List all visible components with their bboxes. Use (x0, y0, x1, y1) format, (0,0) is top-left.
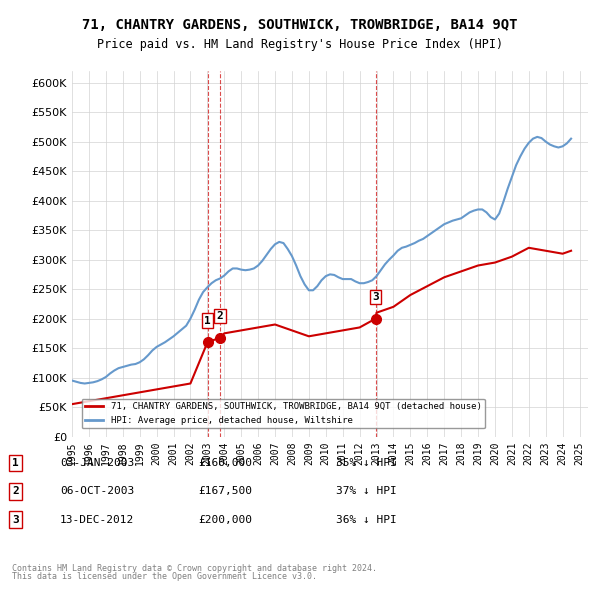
Text: 36% ↓ HPI: 36% ↓ HPI (336, 515, 397, 525)
Text: 13-DEC-2012: 13-DEC-2012 (60, 515, 134, 525)
Text: This data is licensed under the Open Government Licence v3.0.: This data is licensed under the Open Gov… (12, 572, 317, 581)
Text: 1: 1 (12, 458, 19, 468)
Text: 06-OCT-2003: 06-OCT-2003 (60, 487, 134, 496)
Text: 37% ↓ HPI: 37% ↓ HPI (336, 487, 397, 496)
Text: 1: 1 (204, 316, 211, 326)
Text: 3: 3 (373, 292, 379, 302)
Text: 03-JAN-2003: 03-JAN-2003 (60, 458, 134, 468)
Text: Contains HM Land Registry data © Crown copyright and database right 2024.: Contains HM Land Registry data © Crown c… (12, 563, 377, 572)
Text: 71, CHANTRY GARDENS, SOUTHWICK, TROWBRIDGE, BA14 9QT: 71, CHANTRY GARDENS, SOUTHWICK, TROWBRID… (82, 18, 518, 32)
Text: 35% ↓ HPI: 35% ↓ HPI (336, 458, 397, 468)
Text: 2: 2 (217, 312, 223, 321)
Text: Price paid vs. HM Land Registry's House Price Index (HPI): Price paid vs. HM Land Registry's House … (97, 38, 503, 51)
Text: 3: 3 (12, 515, 19, 525)
Legend: 71, CHANTRY GARDENS, SOUTHWICK, TROWBRIDGE, BA14 9QT (detached house), HPI: Aver: 71, CHANTRY GARDENS, SOUTHWICK, TROWBRID… (82, 399, 485, 428)
Text: £160,000: £160,000 (198, 458, 252, 468)
Text: £200,000: £200,000 (198, 515, 252, 525)
Text: 2: 2 (12, 487, 19, 496)
Text: £167,500: £167,500 (198, 487, 252, 496)
